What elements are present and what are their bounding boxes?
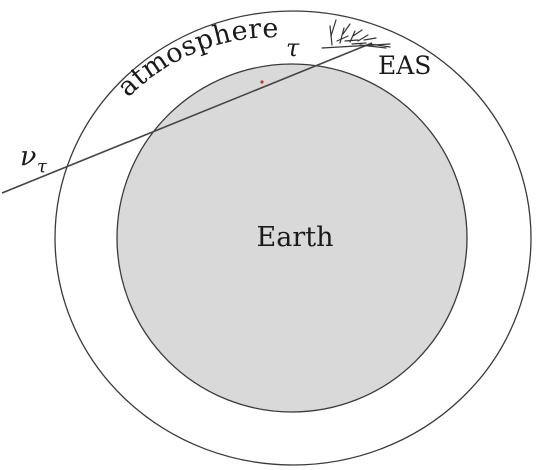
nu-subscript: τ [37, 156, 48, 177]
air-shower [321, 19, 391, 49]
nu-tau-label: ν τ [20, 141, 48, 177]
trajectory-line [1, 42, 373, 194]
tau-label: τ [286, 34, 300, 62]
nu-symbol: ν [20, 141, 36, 172]
earth-label: Earth [257, 222, 334, 253]
atmosphere-boundary [54, 10, 532, 466]
earth-disk [116, 63, 468, 413]
tau-exit-point [260, 80, 264, 84]
eas-label: EAS [378, 51, 431, 80]
